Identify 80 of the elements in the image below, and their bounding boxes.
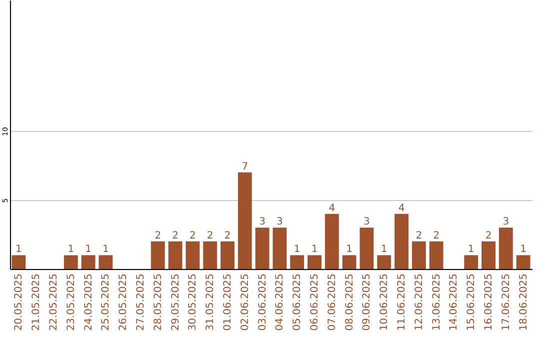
x-tick-label: 06.06.2025 bbox=[310, 274, 320, 331]
x-tick-label: 20.05.2025 bbox=[14, 274, 25, 331]
x-tick-label: 09.06.2025 bbox=[362, 274, 373, 331]
bar bbox=[81, 255, 96, 269]
data-label: 3 bbox=[502, 216, 510, 228]
bar bbox=[498, 228, 513, 269]
x-tick-label: 27.05.2025 bbox=[136, 274, 146, 331]
bar bbox=[255, 228, 270, 269]
data-label: 1 bbox=[520, 244, 526, 256]
x-tick-label: 07.06.2025 bbox=[326, 274, 338, 331]
bar bbox=[342, 255, 356, 269]
x-tick-label: 30.05.2025 bbox=[188, 274, 199, 331]
data-label: 1 bbox=[102, 244, 109, 256]
x-tick-label: 23.05.2025 bbox=[66, 274, 77, 331]
data-label: 2 bbox=[224, 230, 231, 242]
x-tick-label: 15.06.2025 bbox=[466, 274, 478, 331]
data-label: 7 bbox=[242, 161, 248, 172]
x-tick-label: 14.06.2025 bbox=[448, 274, 460, 331]
data-label: 1 bbox=[380, 244, 388, 256]
data-label: 2 bbox=[154, 230, 162, 242]
bar bbox=[272, 228, 287, 269]
data-label: 1 bbox=[85, 244, 92, 256]
x-tick-label: 17.06.2025 bbox=[500, 274, 512, 331]
x-tick-label: 01.06.2025 bbox=[222, 274, 234, 331]
x-tick-label: 10.06.2025 bbox=[379, 274, 390, 331]
bar bbox=[516, 255, 530, 269]
data-label: 4 bbox=[398, 202, 405, 214]
x-tick-label: 22.05.2025 bbox=[48, 274, 60, 331]
x-tick-label: 25.05.2025 bbox=[100, 274, 112, 331]
data-label: 4 bbox=[328, 202, 336, 214]
bar bbox=[482, 241, 496, 269]
x-tick-label: 24.05.2025 bbox=[83, 274, 94, 331]
data-label: 3 bbox=[276, 216, 283, 228]
bar bbox=[238, 172, 252, 269]
x-tick-label: 13.06.2025 bbox=[431, 274, 442, 331]
x-tick-label: 08.06.2025 bbox=[344, 274, 356, 331]
x-tick-label: 26.05.2025 bbox=[118, 274, 130, 331]
x-tick-label: 28.05.2025 bbox=[152, 274, 164, 331]
bar bbox=[186, 241, 200, 269]
bar bbox=[220, 241, 234, 269]
x-tick-label: 29.05.2025 bbox=[170, 274, 182, 331]
data-label: 2 bbox=[206, 230, 214, 242]
data-label: 1 bbox=[346, 244, 352, 256]
bar bbox=[412, 241, 426, 269]
data-label: 3 bbox=[364, 216, 370, 228]
bar bbox=[429, 241, 444, 269]
x-tick-label: 04.06.2025 bbox=[274, 274, 286, 331]
bar bbox=[308, 255, 322, 269]
x-tick-label: 21.05.2025 bbox=[31, 274, 42, 331]
x-tick-label: 31.05.2025 bbox=[205, 274, 216, 331]
bar bbox=[203, 241, 218, 269]
data-label: 2 bbox=[485, 230, 492, 242]
x-tick-label: 03.06.2025 bbox=[257, 274, 268, 331]
x-tick-label: 05.06.2025 bbox=[292, 274, 304, 331]
bar bbox=[168, 241, 182, 269]
data-label: 1 bbox=[311, 244, 318, 256]
data-label: 2 bbox=[416, 230, 422, 242]
data-label: 2 bbox=[433, 230, 440, 242]
bar bbox=[290, 255, 304, 269]
bar bbox=[64, 255, 78, 269]
bar bbox=[377, 255, 392, 269]
data-label: 1 bbox=[468, 244, 474, 256]
data-label: 1 bbox=[16, 244, 22, 256]
bar bbox=[464, 255, 478, 269]
x-tick-label: 12.06.2025 bbox=[414, 274, 425, 331]
data-label: 2 bbox=[172, 230, 178, 242]
data-label: 1 bbox=[294, 244, 300, 256]
bar bbox=[394, 214, 408, 269]
data-label: 2 bbox=[190, 230, 196, 242]
bar bbox=[12, 255, 26, 269]
bar bbox=[98, 255, 113, 269]
data-label: 1 bbox=[68, 244, 74, 256]
bar bbox=[324, 214, 339, 269]
x-tick-label: 16.06.2025 bbox=[484, 274, 494, 331]
bar bbox=[360, 228, 374, 269]
data-label: 3 bbox=[259, 216, 266, 228]
x-tick-label: 11.06.2025 bbox=[396, 274, 408, 331]
x-tick-label: 18.06.2025 bbox=[518, 274, 530, 331]
x-tick-label: 02.06.2025 bbox=[240, 274, 251, 331]
bar bbox=[150, 241, 165, 269]
